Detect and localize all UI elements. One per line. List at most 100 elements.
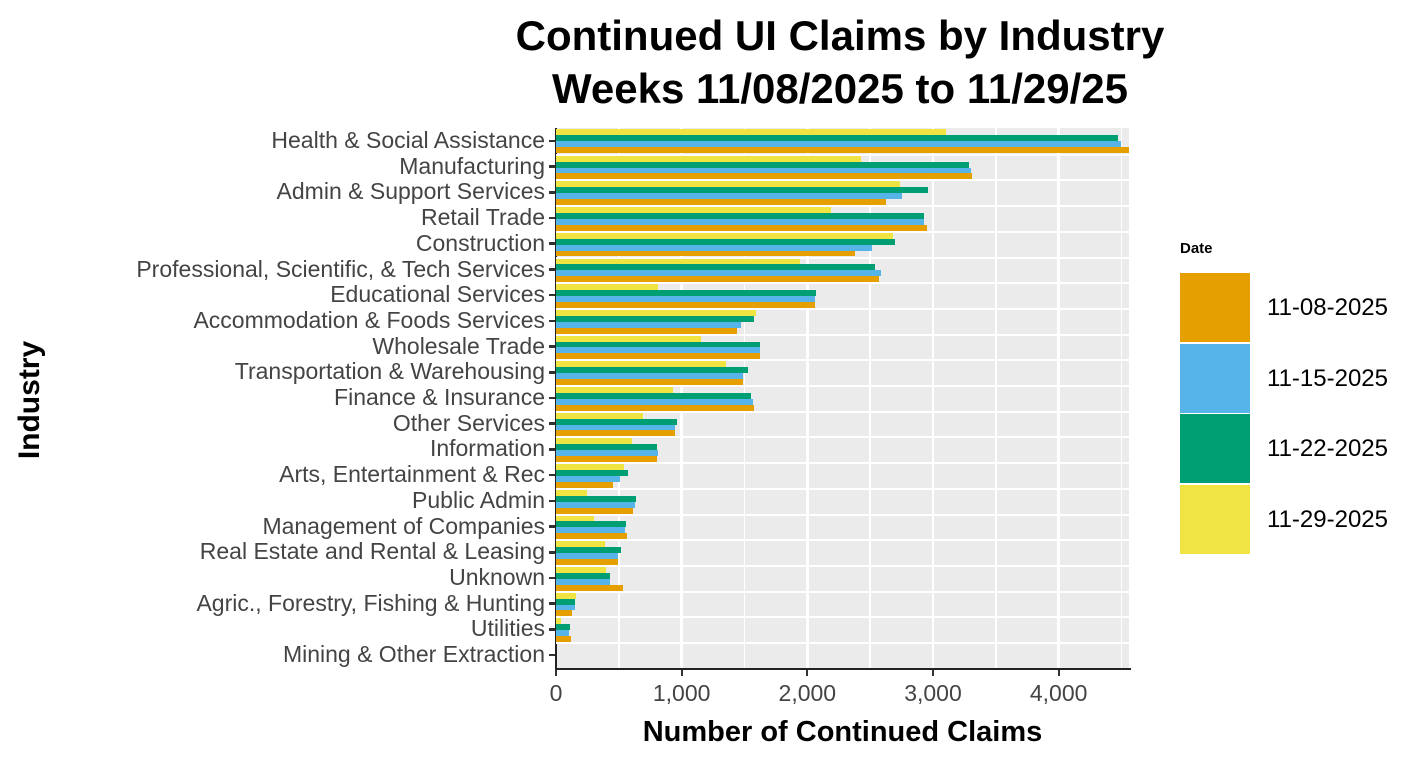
x-axis-title: Number of Continued Claims [642,716,1043,748]
bar-11-08-2025 [556,481,614,488]
bar-group-15 [556,513,1129,540]
gridline-minor-3500 [995,128,997,668]
bar-11-08-2025 [556,250,856,257]
chart-title: Continued UI Claims by Industry Weeks 11… [400,10,1280,115]
bar-11-22-2025 [556,341,760,348]
y-label: Unknown [449,563,545,590]
bar-11-22-2025 [556,418,678,425]
y-tick-mark [549,448,555,451]
bar-11-15-2025 [556,140,1122,147]
bar-group-14 [556,487,1129,514]
bar-11-22-2025 [556,624,571,631]
bar-11-15-2025 [556,218,925,225]
bar-11-15-2025 [556,475,621,482]
bar-group-6 [556,282,1129,308]
bar-11-15-2025 [556,553,619,559]
gridline-minor-2500 [869,128,871,668]
legend-label: 11-29-2025 [1267,505,1388,533]
bar-11-29-2025 [556,387,673,393]
y-label: Other Services [392,409,545,436]
y-tick-mark [549,473,555,477]
y-label: Professional, Scientific, & Tech Service… [136,255,545,282]
bar-11-22-2025 [556,315,754,322]
y-tick-mark [549,293,555,297]
bar-11-08-2025 [556,533,627,540]
bar-group-0 [556,128,1129,154]
bar-11-15-2025 [556,167,971,174]
bar-11-29-2025 [556,207,832,214]
y-tick-mark [549,165,555,168]
bar-11-22-2025 [556,290,817,297]
y-tick-mark [549,525,555,528]
y-axis-line [554,128,557,669]
y-tick-mark [549,576,555,580]
y-tick-mark [549,268,555,271]
y-label: Management of Companies [262,512,545,539]
gridline-major-2000 [806,128,809,668]
bar-11-29-2025 [556,592,577,599]
bar-11-29-2025 [556,155,861,162]
bar-group-13 [556,462,1129,488]
bar-group-17 [556,564,1129,591]
bar-11-29-2025 [556,566,606,573]
bar-group-2 [556,179,1129,206]
x-tick-label: 0 [549,680,563,706]
bar-11-22-2025 [556,161,970,168]
bar-11-29-2025 [556,412,644,419]
bar-11-29-2025 [556,232,894,239]
bar-11-08-2025 [556,224,928,231]
plot-panel [556,128,1129,668]
bar-11-15-2025 [556,347,760,354]
bar-11-22-2025 [556,521,626,528]
bar-11-29-2025 [556,361,726,368]
y-axis-labels: Health & Social Assistance Manufacturing A… [0,127,545,668]
bar-11-15-2025 [556,578,611,585]
bar-11-08-2025 [556,430,676,437]
x-axis-line [554,668,1131,670]
legend-entry-11-29-2025: 11-29-2025 [1180,484,1388,556]
x-tick-mark [806,670,809,676]
bar-11-22-2025 [556,134,1118,141]
bar-11-15-2025 [556,373,744,380]
bar-11-22-2025 [556,213,924,219]
bar-11-15-2025 [556,501,636,508]
y-tick-mark [549,319,555,323]
bar-11-08-2025 [556,379,743,385]
y-label: Admin & Support Services [276,178,545,205]
bar-11-15-2025 [556,270,881,277]
bar-group-12 [556,436,1129,463]
bar-11-15-2025 [556,450,658,457]
y-label: Arts, Entertainment & Rec [279,461,545,488]
bar-11-29-2025 [556,129,946,135]
bar-group-19 [556,616,1129,643]
bar-group-11 [556,410,1129,437]
gridline-minor-4500 [1120,128,1123,668]
bar-11-29-2025 [556,258,801,265]
y-label: Accommodation & Foods Services [193,306,545,333]
bar-11-29-2025 [556,181,901,188]
y-label: Transportation & Warehousing [234,358,545,385]
bar-11-08-2025 [556,610,573,617]
y-tick-mark [549,499,555,503]
bar-11-08-2025 [556,404,754,411]
y-tick-mark [549,422,555,425]
x-tick-mark [1057,670,1060,676]
bar-11-08-2025 [556,173,972,180]
legend-entry-11-15-2025: 11-15-2025 [1180,343,1388,415]
bar-11-15-2025 [556,604,576,611]
bar-11-29-2025 [556,335,702,342]
bar-11-22-2025 [556,392,752,399]
legend: Date 11-08-2025 11-15-2025 11-22-2025 11-29… [1180,240,1388,555]
bar-11-29-2025 [556,489,587,496]
legend-entry-11-08-2025: 11-08-2025 [1180,273,1388,344]
y-tick-mark [549,216,555,220]
bar-group-18 [556,590,1129,617]
bar-11-22-2025 [556,470,628,476]
y-tick-mark [549,370,555,374]
bar-11-15-2025 [556,244,873,251]
bar-11-29-2025 [556,284,659,291]
y-label: Real Estate and Rental & Leasing [199,538,545,565]
bar-11-08-2025 [556,301,816,308]
chart-title-line1: Continued UI Claims by Industry [515,12,1165,59]
legend-key-swatch [1180,343,1250,414]
